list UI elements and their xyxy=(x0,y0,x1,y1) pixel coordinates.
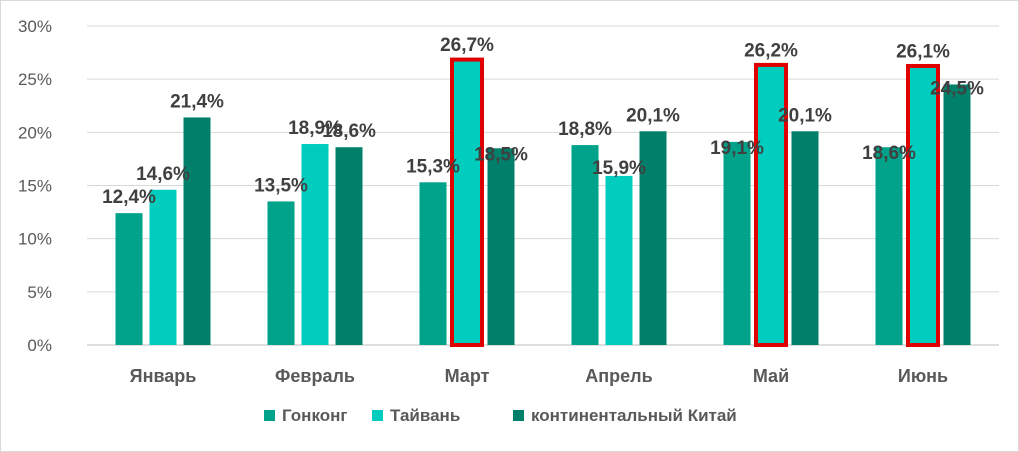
bar xyxy=(301,144,329,345)
data-label: 14,6% xyxy=(136,164,190,185)
data-label: 15,9% xyxy=(592,158,646,179)
highlight-outline xyxy=(754,62,788,347)
bar xyxy=(453,61,481,346)
category-label: Февраль xyxy=(275,366,355,386)
data-label: 26,1% xyxy=(896,41,950,62)
y-axis: 0% 5% 10% 15% 20% 25% 30% xyxy=(18,17,52,355)
legend: Гонконг Тайвань континентальный Китай xyxy=(264,406,737,425)
bar xyxy=(149,189,177,345)
legend-label: Гонконг xyxy=(282,406,347,425)
y-tick-label: 5% xyxy=(27,283,52,302)
y-tick-label: 30% xyxy=(18,17,52,36)
data-label: 12,4% xyxy=(102,187,156,208)
data-label: 21,4% xyxy=(170,91,224,112)
bars xyxy=(115,57,971,348)
gridlines xyxy=(87,25,999,346)
category-label: Март xyxy=(445,366,490,386)
bar xyxy=(757,66,785,345)
y-tick-label: 20% xyxy=(18,123,52,142)
bar xyxy=(909,67,937,345)
data-label: 24,5% xyxy=(930,78,984,99)
data-label: 15,3% xyxy=(406,156,460,177)
bar xyxy=(487,148,515,345)
bar xyxy=(791,131,819,345)
data-label: 18,6% xyxy=(322,121,376,142)
category-label: Апрель xyxy=(585,366,652,386)
category-label: Май xyxy=(753,366,789,386)
bar xyxy=(183,117,211,346)
data-label: 20,1% xyxy=(626,105,680,126)
category-label: Январь xyxy=(130,366,197,386)
bar xyxy=(605,175,633,345)
data-label: 26,2% xyxy=(744,40,798,61)
data-label: 18,5% xyxy=(474,144,528,165)
x-axis: Январь Февраль Март Апрель Май Июнь xyxy=(130,366,948,386)
data-label: 18,9% xyxy=(288,118,342,139)
bar xyxy=(943,84,971,345)
data-label: 18,6% xyxy=(862,143,916,164)
data-label: 19,1% xyxy=(710,138,764,159)
data-label: 13,5% xyxy=(254,175,308,196)
data-label: 20,1% xyxy=(778,105,832,126)
data-labels: 12,4%14,6%21,4%13,5%18,9%18,6%15,3%26,7%… xyxy=(102,35,984,208)
legend-label: континентальный Китай xyxy=(531,406,737,425)
bar xyxy=(639,131,667,345)
highlight-outline xyxy=(906,63,940,347)
y-tick-label: 25% xyxy=(18,70,52,89)
legend-swatch xyxy=(264,410,275,421)
category-label: Июнь xyxy=(898,366,948,386)
highlight-outline xyxy=(450,57,484,348)
legend-label: Тайвань xyxy=(390,406,460,425)
data-label: 26,7% xyxy=(440,35,494,56)
bar xyxy=(875,147,903,345)
legend-swatch xyxy=(372,410,383,421)
bar xyxy=(419,182,447,345)
y-tick-label: 0% xyxy=(27,336,52,355)
bar xyxy=(115,213,143,345)
y-tick-label: 10% xyxy=(18,230,52,249)
bar xyxy=(335,147,363,345)
data-label: 18,8% xyxy=(558,119,612,140)
bar xyxy=(723,141,751,345)
bar xyxy=(571,145,599,345)
y-tick-label: 15% xyxy=(18,177,52,196)
legend-swatch xyxy=(513,410,524,421)
bar xyxy=(267,201,295,345)
